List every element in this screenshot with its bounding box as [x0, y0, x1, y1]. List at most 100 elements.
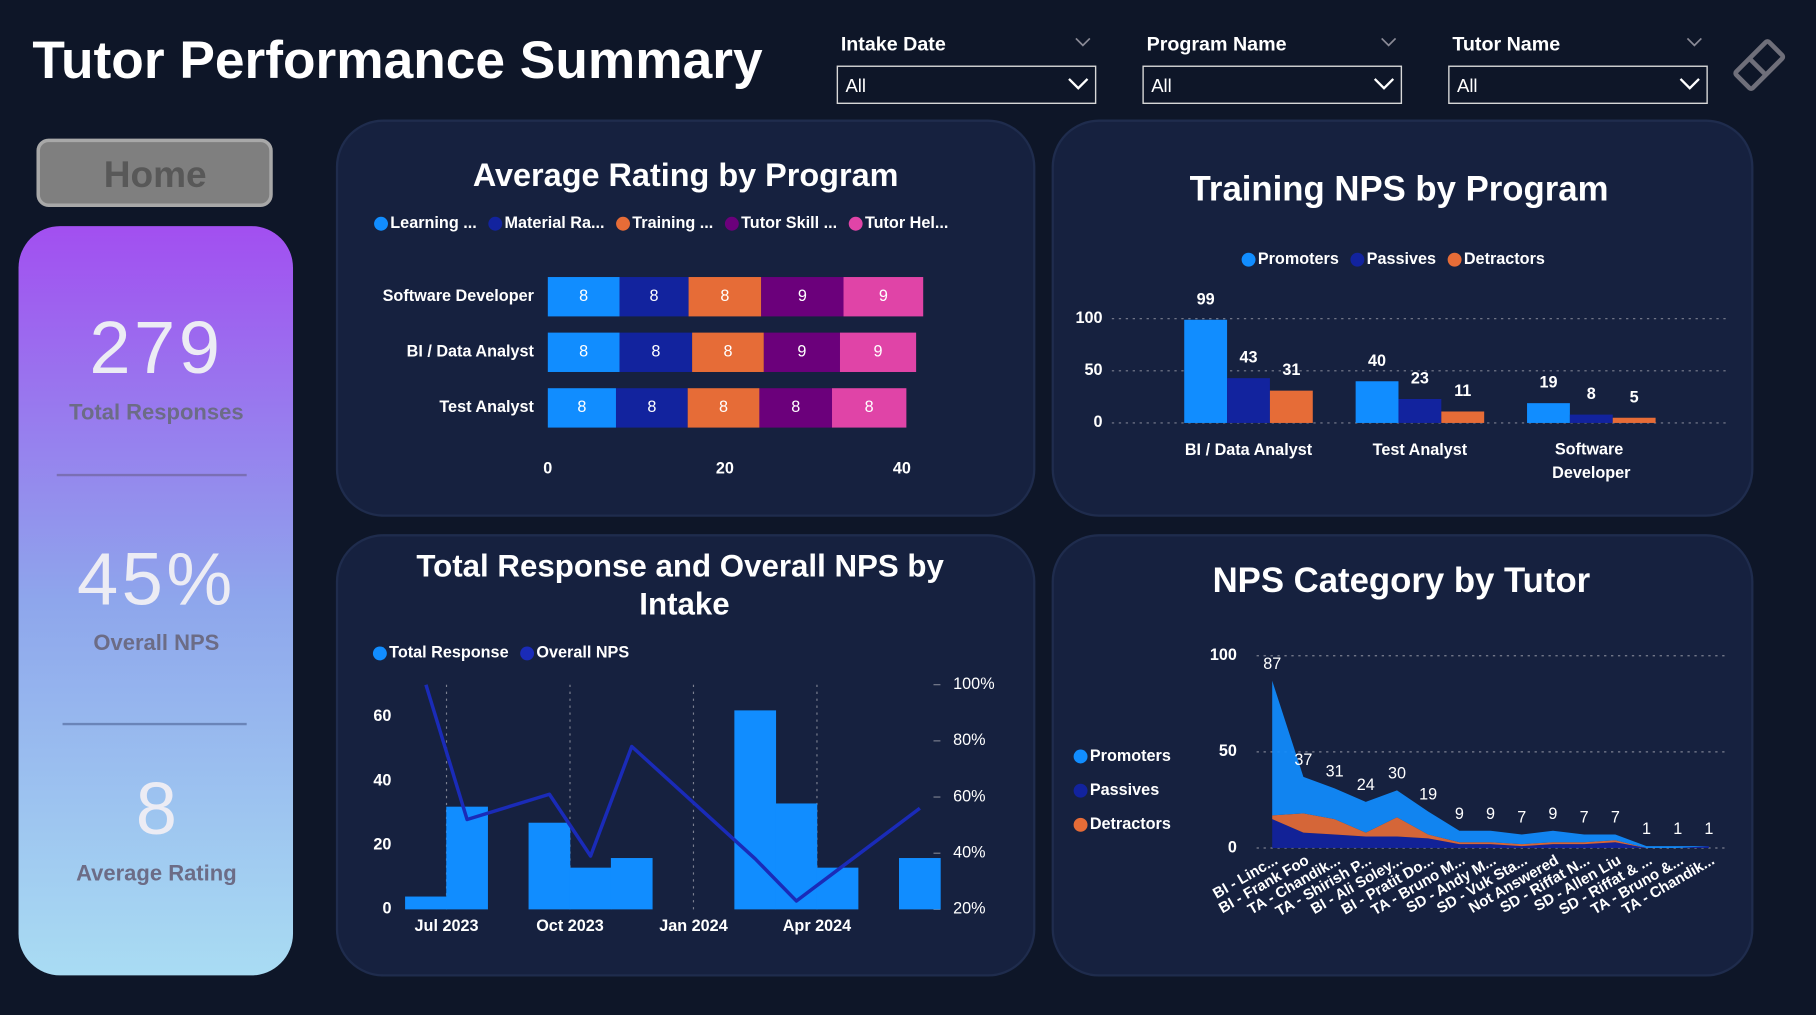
y2-tick-label: 60% [953, 787, 985, 805]
home-label[interactable]: Home [104, 153, 207, 195]
legend-swatch [1350, 252, 1365, 267]
x-tick-label: Oct 2023 [536, 917, 604, 935]
legend-label: Tutor Hel... [865, 214, 948, 232]
x-tick-label: Apr 2024 [783, 917, 851, 935]
bar [528, 822, 571, 910]
kpi-value: 45% [77, 538, 236, 621]
legend-swatch [1073, 783, 1088, 798]
data-label: 24 [1357, 776, 1375, 794]
bar-segment [763, 332, 840, 372]
y2-tick-label: 80% [953, 731, 985, 749]
filter-collapse-icon[interactable] [1381, 37, 1397, 47]
filter-label: Program Name [1147, 34, 1287, 56]
legend-label: Detractors [1090, 815, 1171, 833]
bar [1569, 414, 1613, 423]
filter-value[interactable]: All [1151, 75, 1172, 96]
filter-collapse-icon[interactable] [1075, 37, 1091, 47]
bar [569, 867, 612, 910]
bar-segment [688, 277, 762, 317]
data-label: 87 [1263, 655, 1281, 673]
data-label: 9 [1455, 805, 1464, 823]
legend-label: Tutor Skill ... [741, 214, 837, 232]
bar-segment [615, 388, 688, 428]
y-tick-label: BI / Data Analyst [407, 343, 535, 361]
bar-segment [761, 277, 844, 317]
icon-line[interactable] [1747, 56, 1768, 77]
data-label: 8 [723, 343, 732, 361]
legend-label: Detractors [1464, 250, 1545, 268]
bar-segment [547, 277, 620, 317]
data-label: 1 [1642, 820, 1651, 838]
bar-segment [547, 388, 616, 428]
clear-filters-icon[interactable] [1733, 39, 1786, 92]
filter-collapse-icon[interactable] [1686, 37, 1702, 47]
legend-label: Promoters [1258, 250, 1339, 268]
legend-label: Passives [1090, 781, 1159, 799]
bar-segment [843, 277, 924, 317]
data-label: 9 [797, 343, 806, 361]
legend-label: Learning ... [390, 214, 476, 232]
bar [1612, 417, 1656, 423]
legend-swatch [848, 216, 863, 231]
line [424, 684, 921, 903]
chart-panel [1051, 534, 1754, 977]
x-tick-label: BI / Data Analyst [1185, 441, 1313, 459]
bar [734, 710, 777, 910]
filter-value[interactable]: All [845, 75, 866, 96]
x-tick-label: 40 [893, 460, 911, 478]
home-button[interactable]: Home [36, 138, 273, 207]
bar-segment [832, 388, 907, 428]
filter-dropdown[interactable] [836, 65, 1097, 104]
x-tick-label: Jan 2024 [659, 917, 727, 935]
data-label: 7 [1517, 809, 1526, 827]
text-line: Total Response and Overall NPS by [416, 549, 952, 584]
bar [1269, 390, 1313, 423]
legend-label: Promoters [1090, 747, 1171, 765]
bar [1441, 411, 1485, 423]
text-line: Software [1555, 441, 1628, 459]
filter-value[interactable]: All [1457, 75, 1478, 96]
bar-segment [692, 332, 764, 372]
dropdown-arrow[interactable] [1679, 78, 1700, 90]
y-tick-label: 0 [382, 900, 391, 918]
x-tick-label: Test Analyst [1373, 441, 1468, 459]
x-tick-label: 0 [543, 460, 552, 478]
data-label: 9 [879, 287, 888, 305]
data-label: 19 [1539, 374, 1557, 392]
ribbon-area [1272, 819, 1709, 848]
data-label: 9 [1486, 805, 1495, 823]
text-line: Developer [1552, 464, 1631, 482]
data-label: 11 [1454, 382, 1471, 400]
data-label: 31 [1282, 361, 1300, 379]
y-tick-label: 100 [1210, 646, 1237, 664]
home-button-bg[interactable] [36, 138, 273, 207]
bar [775, 803, 818, 910]
kpi-label: Average Rating [76, 860, 237, 885]
legend-swatch [1073, 817, 1088, 832]
bar-segment [759, 388, 833, 428]
data-label: 23 [1411, 370, 1429, 388]
chart-title: Training NPS by Program [1190, 170, 1609, 208]
legend: Promoters Passives Detractors [1073, 747, 1171, 833]
filter-dropdown[interactable] [1448, 65, 1708, 104]
y-tick-label: 20 [373, 835, 391, 853]
dropdown-arrow[interactable] [1373, 78, 1395, 90]
kpi-label: Total Responses [69, 400, 243, 425]
bar [899, 858, 941, 910]
data-label: 8 [651, 343, 660, 361]
bar [405, 896, 447, 910]
x-tick-label: Software Developer [1552, 441, 1631, 482]
y-tick-label: 0 [1094, 413, 1103, 431]
filter-label: Intake Date [841, 34, 946, 56]
legend-swatch [1073, 749, 1088, 764]
bar [816, 867, 859, 910]
filter-dropdown[interactable] [1142, 65, 1403, 104]
legend-label: Training ... [632, 214, 713, 232]
data-label: 5 [1630, 388, 1639, 406]
dropdown-arrow[interactable] [1068, 78, 1089, 90]
legend-label: Total Response [389, 644, 508, 662]
data-label: 8 [577, 398, 586, 416]
text-line: Intake [639, 587, 729, 622]
data-label: 1 [1704, 820, 1713, 838]
